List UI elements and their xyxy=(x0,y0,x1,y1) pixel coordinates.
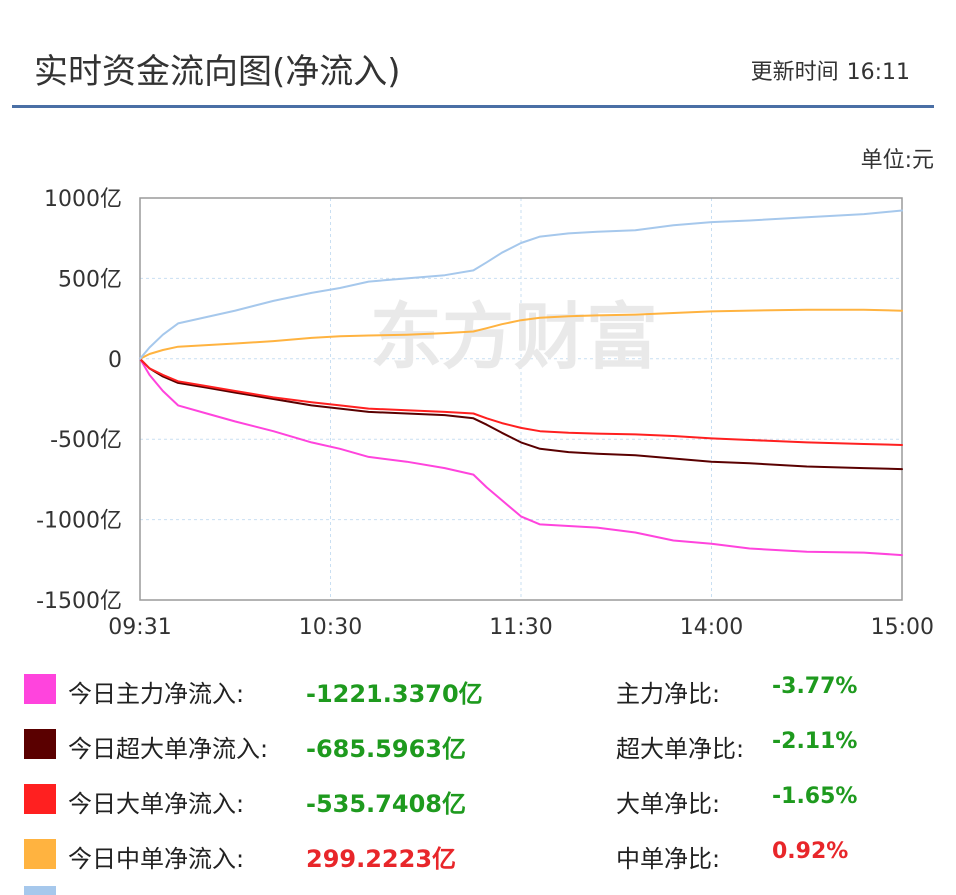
legend-swatch xyxy=(24,674,56,704)
legend-label: 今日中单净流入: xyxy=(68,845,245,873)
series-line xyxy=(139,308,903,360)
x-tick-label: 09:31 xyxy=(108,615,171,640)
watermark-logo: 东方财富 xyxy=(370,295,658,379)
legend-value: -535.7408亿 xyxy=(306,790,466,818)
y-tick-label: 500亿 xyxy=(58,267,122,292)
grid-lines xyxy=(140,198,902,600)
x-tick-label: 14:00 xyxy=(680,615,743,640)
legend-swatch xyxy=(24,784,56,814)
unit-label: 单位:元 xyxy=(860,148,934,173)
ratio-value: -2.11% xyxy=(772,729,858,754)
ratio-label: 中单净比: xyxy=(616,845,721,873)
plot-frame xyxy=(139,197,903,601)
legend-value: -685.5963亿 xyxy=(306,735,466,763)
legend-row: 今日主力净流入: -1221.3370亿 主力净比: -3.77% xyxy=(24,666,934,721)
y-tick-label: -500亿 xyxy=(50,428,122,453)
y-tick-label: 0 xyxy=(108,348,122,373)
page-title: 实时资金流向图(净流入) xyxy=(34,52,401,92)
legend-value: 299.2223亿 xyxy=(306,845,457,873)
legend-panel: 今日主力净流入: -1221.3370亿 主力净比: -3.77% 今日超大单净… xyxy=(24,666,934,886)
legend-row: 今日大单净流入: -535.7408亿 大单净比: -1.65% xyxy=(24,776,934,831)
update-time-value: 16:11 xyxy=(846,60,910,85)
series-line xyxy=(139,357,903,557)
y-axis-ticks: 1000亿 500亿 0 -500亿 -1000亿 -1500亿 xyxy=(36,187,122,614)
series-line xyxy=(139,357,903,471)
update-time-label: 更新时间 xyxy=(750,60,839,85)
series-line xyxy=(139,357,903,446)
chart-header: 实时资金流向图(净流入) 更新时间 16:11 xyxy=(12,0,934,108)
x-tick-label: 15:00 xyxy=(871,615,934,640)
ratio-value: 0.92% xyxy=(772,839,849,864)
legend-label: 今日主力净流入: xyxy=(68,680,245,708)
legend-swatch-partial xyxy=(24,886,56,895)
legend-row: 今日超大单净流入: -685.5963亿 超大单净比: -2.11% xyxy=(24,721,934,776)
y-tick-label: -1500亿 xyxy=(36,589,122,614)
update-time-block: 更新时间 16:11 xyxy=(751,54,910,86)
series-lines xyxy=(139,209,903,557)
ratio-value: -1.65% xyxy=(772,784,858,809)
ratio-label: 大单净比: xyxy=(616,790,721,818)
legend-row: 今日中单净流入: 299.2223亿 中单净比: 0.92% xyxy=(24,831,934,886)
legend-swatch xyxy=(24,729,56,759)
x-tick-label: 10:30 xyxy=(299,615,362,640)
series-line xyxy=(139,209,903,360)
y-tick-label: -1000亿 xyxy=(36,509,122,534)
y-tick-label: 1000亿 xyxy=(44,187,122,212)
ratio-value: -3.77% xyxy=(772,674,858,699)
legend-value: -1221.3370亿 xyxy=(306,680,483,708)
x-axis-ticks: 09:31 10:30 11:30 14:00 15:00 xyxy=(108,615,934,640)
legend-label: 今日超大单净流入: xyxy=(68,735,269,763)
ratio-label: 主力净比: xyxy=(616,680,721,708)
legend-swatch xyxy=(24,839,56,869)
ratio-label: 超大单净比: xyxy=(616,735,745,763)
legend-label: 今日大单净流入: xyxy=(68,790,245,818)
x-tick-label: 11:30 xyxy=(489,615,552,640)
